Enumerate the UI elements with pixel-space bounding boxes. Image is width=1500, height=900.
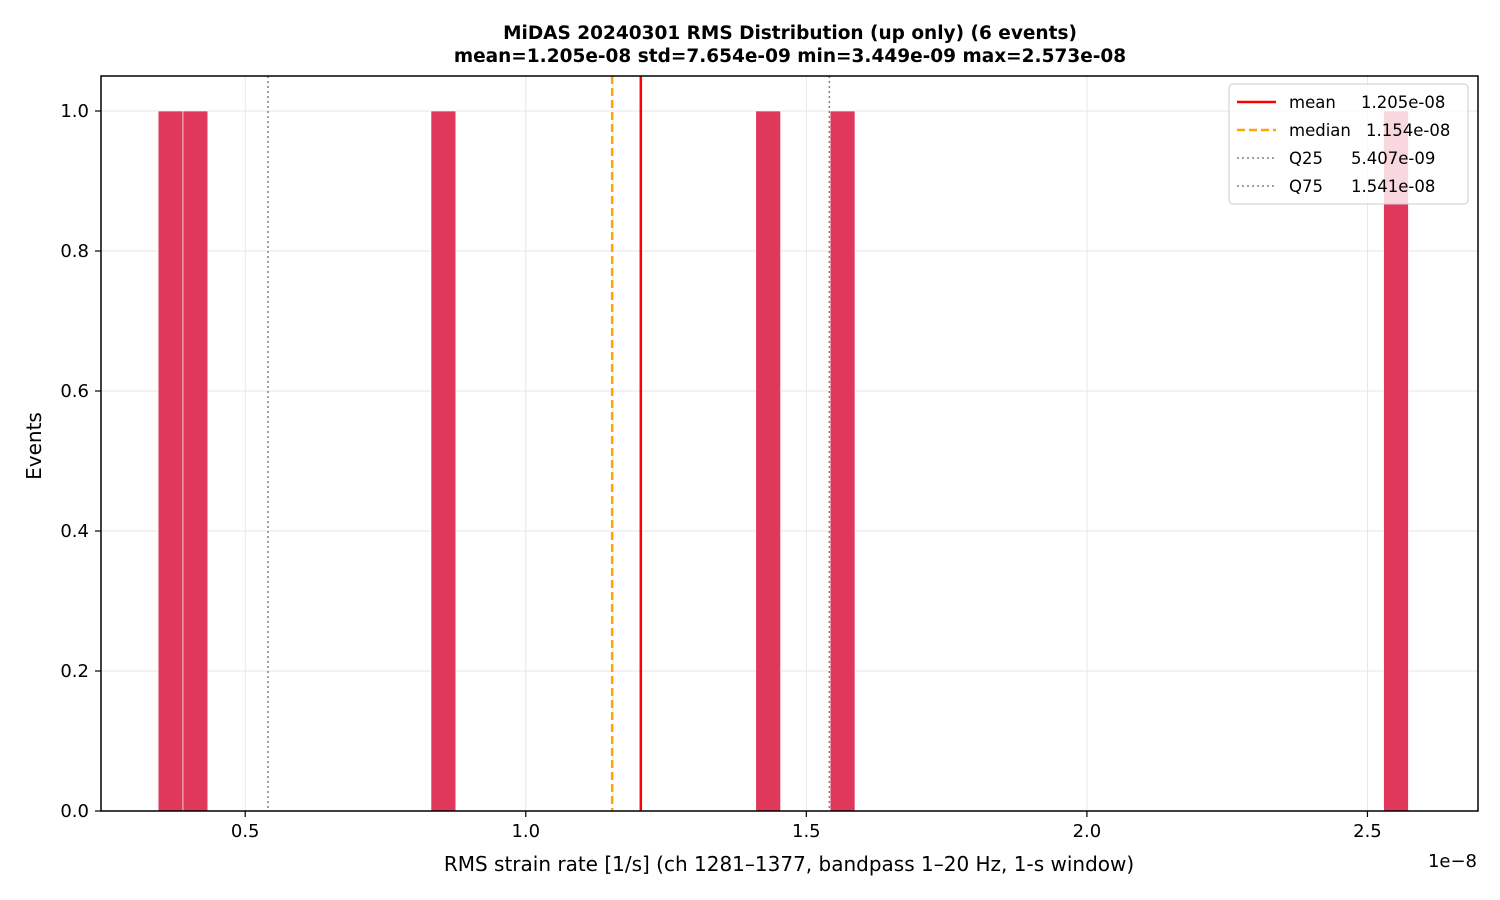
- histogram-bars: [157, 110, 1409, 812]
- legend-name-mean: mean: [1289, 93, 1336, 112]
- legend-name-q25: Q25: [1289, 149, 1323, 168]
- reference-lines: [267, 76, 831, 811]
- histogram-bar: [182, 110, 209, 812]
- y-tick-label: 0.0: [60, 801, 89, 822]
- legend-name-q75: Q75: [1289, 177, 1323, 196]
- x-axis-ticks: 0.5 1.0 1.5 2.0 2.5: [231, 811, 1382, 842]
- legend-value-mean: 1.205e-08: [1361, 93, 1445, 112]
- histogram-bar: [430, 110, 457, 812]
- y-axis-label: Events: [22, 412, 46, 480]
- legend-value-median: 1.154e-08: [1366, 121, 1450, 140]
- x-axis-label: RMS strain rate [1/s] (ch 1281–1377, ban…: [444, 852, 1134, 876]
- histogram-bar: [1383, 110, 1409, 812]
- x-tick-label: 1.5: [792, 821, 821, 842]
- histogram-bar: [829, 110, 856, 812]
- histogram-bar: [157, 110, 184, 812]
- legend-value-q25: 5.407e-09: [1351, 149, 1435, 168]
- x-tick-label: 1.0: [511, 821, 540, 842]
- plot-frame: [100, 75, 1479, 812]
- chart-title-line2: mean=1.205e-08 std=7.654e-09 min=3.449e-…: [454, 46, 1126, 67]
- legend-name-median: median: [1289, 121, 1351, 140]
- x-tick-label: 2.0: [1073, 821, 1102, 842]
- y-tick-label: 0.8: [60, 241, 89, 262]
- y-tick-label: 1.0: [60, 101, 89, 122]
- histogram-bar: [755, 110, 781, 812]
- x-axis-offset-label: 1e−8: [1428, 851, 1477, 872]
- y-tick-label: 0.6: [60, 381, 89, 402]
- legend: mean 1.205e-08 median 1.154e-08 Q25 5.407e-09…: [1228, 83, 1469, 205]
- y-tick-label: 0.2: [60, 661, 89, 682]
- y-axis-ticks: 0.0 0.2 0.4 0.6 0.8 1.0: [60, 101, 101, 822]
- legend-box: [1228, 83, 1469, 205]
- chart-title-line1: MiDAS 20240301 RMS Distribution (up only…: [503, 23, 1077, 44]
- legend-value-q75: 1.541e-08: [1351, 177, 1435, 196]
- x-tick-label: 0.5: [231, 821, 260, 842]
- y-tick-label: 0.4: [60, 521, 89, 542]
- x-tick-label: 2.5: [1353, 821, 1382, 842]
